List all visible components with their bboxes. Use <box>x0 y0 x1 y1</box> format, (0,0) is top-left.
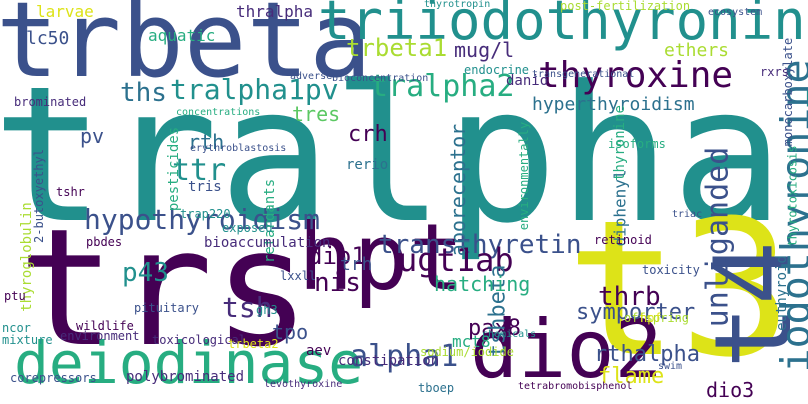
word: pituitary <box>134 301 200 315</box>
word: larvae <box>36 2 94 21</box>
word: unliganded <box>700 146 736 328</box>
word: t3 <box>566 180 793 399</box>
word: levothyroxine <box>264 379 343 390</box>
word: thrb <box>598 282 661 312</box>
word: monocarboxylate <box>781 37 796 147</box>
word: ethers <box>664 40 730 61</box>
word: thralpha <box>236 2 314 21</box>
word: tres <box>292 102 341 126</box>
word: tsh <box>222 291 273 324</box>
word: ttr <box>172 153 227 188</box>
word: bioaccumulation <box>204 235 331 251</box>
word: euthyroid <box>773 255 790 331</box>
word: bioconcentration <box>332 73 429 84</box>
word: aev <box>306 343 332 359</box>
word: rerio <box>346 157 389 173</box>
word: tetrabromobisphenol <box>518 381 633 392</box>
word: thyroxine <box>538 55 734 96</box>
word: mug/l <box>454 38 515 62</box>
word: thyrotoxicosis <box>785 145 800 247</box>
word: dio3 <box>706 378 755 402</box>
word: trbeta <box>0 0 372 101</box>
word: mixture <box>2 333 53 347</box>
word: thyrotropin <box>424 0 491 10</box>
word: trbeta2 <box>228 337 279 351</box>
word: tshr <box>56 185 85 199</box>
word: toxicity <box>642 263 700 277</box>
word: trap220 <box>180 207 231 221</box>
word: 2-butoxyethyl <box>31 149 46 243</box>
word: chemicals <box>482 329 537 340</box>
word: rthalpha <box>594 342 700 367</box>
word: rth <box>188 130 225 154</box>
word: tboep <box>418 381 455 395</box>
word: retinoid <box>594 233 652 247</box>
word: brominated <box>14 95 87 109</box>
word: gh3 <box>256 303 278 317</box>
word: flame <box>598 364 665 389</box>
word: isoforms <box>608 137 666 151</box>
word: tpo <box>272 320 309 344</box>
word: hatching <box>434 272 531 296</box>
word: environmentally <box>517 121 532 231</box>
word: hpf <box>640 311 662 325</box>
word: pbdes <box>86 235 123 249</box>
word: dio2 <box>470 303 663 396</box>
word: ecosystem <box>708 7 763 18</box>
word: pv <box>80 124 105 148</box>
word: swim <box>658 361 683 372</box>
word: post-fertilization <box>560 0 691 13</box>
word: triac <box>672 209 703 220</box>
word: alpha1 <box>350 339 459 374</box>
word: polybrominated <box>126 369 245 385</box>
word: environment <box>60 329 140 343</box>
word: trbeta1 <box>346 34 448 62</box>
word: dio1 <box>308 242 366 270</box>
word: aporeceptor <box>446 123 471 257</box>
word: exposed <box>222 221 273 235</box>
word: hyperthyroidism <box>532 94 695 115</box>
word: ncor <box>2 321 31 335</box>
word: p43 <box>122 258 169 288</box>
word: crh <box>348 122 388 147</box>
word: tralpha1 <box>0 46 808 265</box>
word: offspring <box>624 311 690 325</box>
word: ths <box>120 78 167 108</box>
word: adverse <box>290 71 333 82</box>
word: deiodinase <box>14 329 364 397</box>
word: sodium/iodide <box>420 345 514 359</box>
word: aquatic <box>148 26 216 45</box>
word: rxrs <box>760 65 789 79</box>
word: danio <box>506 73 549 89</box>
word: pax8 <box>468 316 521 341</box>
word: tralpha2 <box>370 69 515 104</box>
word: constipation <box>338 353 440 369</box>
word: transthyretin <box>378 230 582 260</box>
word: transgenerational <box>532 69 635 80</box>
word: pesticides <box>166 126 183 212</box>
word: concentrations <box>176 107 261 118</box>
word: mct8 <box>452 332 491 351</box>
word: lxxll <box>280 269 317 283</box>
word: tralpha1pv <box>170 73 339 106</box>
word: ugt1ab <box>398 241 514 279</box>
word: triiodothyronine <box>318 0 808 52</box>
word: erythroblastosis <box>190 143 287 154</box>
word: hypothyroidism <box>84 203 321 236</box>
word: endocrine <box>464 63 530 77</box>
word: toxicological <box>152 333 246 347</box>
word: symporter <box>576 300 696 325</box>
word: wildlife <box>76 319 134 333</box>
word: tris <box>188 179 222 195</box>
word: lc50 <box>26 28 70 49</box>
word: hpt <box>298 204 465 311</box>
word: trh <box>340 254 373 275</box>
word: ptu <box>4 289 26 303</box>
word: corepressors <box>10 371 97 385</box>
word: nis <box>314 268 361 298</box>
word: trs <box>18 195 311 383</box>
